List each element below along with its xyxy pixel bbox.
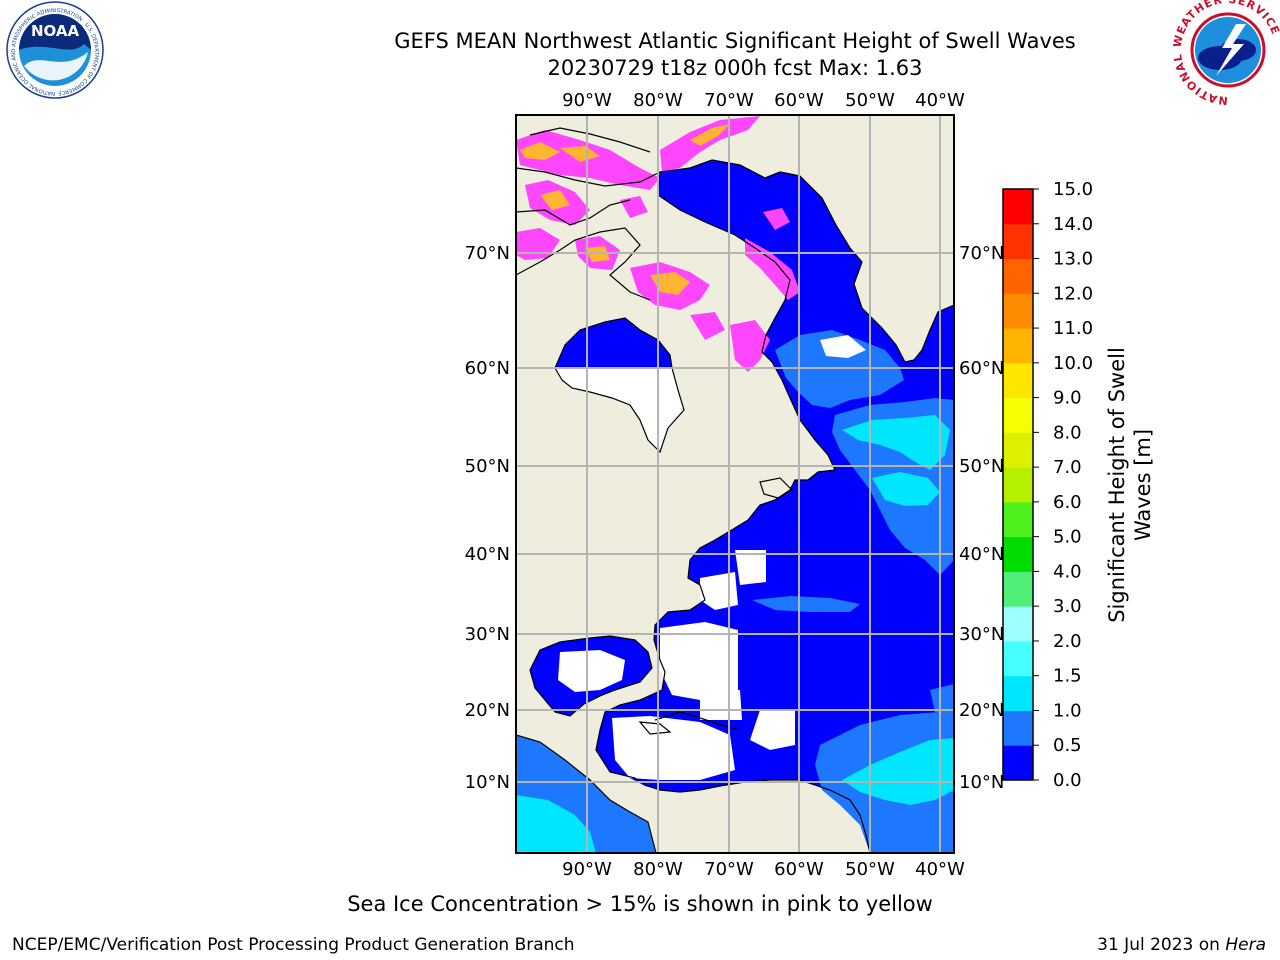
colorbar-tick-label: 0.0 — [1053, 770, 1082, 791]
colorbar-segment — [1003, 189, 1033, 225]
colorbar-segment — [1003, 328, 1033, 364]
colorbar-tick-label: 15.0 — [1053, 179, 1093, 200]
colorbar-segment — [1003, 501, 1033, 538]
title-line-2: 20230729 t18z 000h fcst Max: 1.63 — [548, 56, 923, 80]
lat-label: 30°N — [959, 624, 1004, 645]
lon-label: 40°W — [915, 90, 965, 111]
lat-label: 30°N — [465, 624, 510, 645]
colorbar-segment — [1003, 606, 1033, 642]
colorbar: 0.0 0.5 1.0 1.5 2.0 3.0 4.0 5.0 6.0 7.0 8.0 9.0 10.0… — [1002, 179, 1093, 791]
colorbar-label-line-2: Waves [m] — [1131, 429, 1155, 541]
colorbar-segment — [1003, 571, 1033, 607]
colorbar-tick-label: 9.0 — [1053, 388, 1082, 409]
colorbar-tick-label: 14.0 — [1053, 214, 1093, 235]
colorbar-tick-label: 1.5 — [1053, 666, 1082, 687]
colorbar-tick-label: 6.0 — [1053, 492, 1082, 513]
pacific-high — [516, 795, 596, 853]
lon-labels-bottom: 90°W 80°W 70°W 60°W 50°W 40°W — [562, 859, 965, 880]
lat-labels-left: 70°N 60°N 50°N 40°N 30°N 20°N 10°N — [465, 243, 510, 793]
colorbar-tick-label: 2.0 — [1053, 631, 1082, 652]
lat-label: 40°N — [465, 544, 510, 565]
noaa-logo-text: NOAA — [31, 22, 80, 40]
colorbar-tick-label: 13.0 — [1053, 249, 1093, 270]
map-frame — [515, 114, 955, 854]
lat-label: 50°N — [465, 456, 510, 477]
colorbar-tick-label: 0.5 — [1053, 735, 1082, 756]
colorbar-segment — [1003, 675, 1033, 711]
colorbar-label-line-1: Significant Height of Swell — [1105, 347, 1129, 623]
lon-label: 60°W — [774, 859, 824, 880]
lon-labels-top: 90°W 80°W 70°W 60°W 50°W 40°W — [562, 90, 965, 111]
colorbar-frame — [1002, 188, 1034, 781]
lon-label: 70°W — [704, 90, 754, 111]
lon-label: 90°W — [562, 90, 612, 111]
lat-label: 10°N — [465, 772, 510, 793]
lon-label: 70°W — [704, 859, 754, 880]
colorbar-segment — [1003, 432, 1033, 468]
noaa-logo: NOAA NATIONAL OCEANIC AND ATMOSPHERIC AD… — [6, 1, 104, 99]
lat-label: 60°N — [465, 358, 510, 379]
map-area — [516, 115, 954, 853]
colorbar-tick-label: 3.0 — [1053, 596, 1082, 617]
nodata-areas — [558, 335, 866, 780]
colorbar-segment — [1003, 223, 1033, 260]
footer-right: 31 Jul 2023 on Hera — [1097, 935, 1266, 955]
colorbar-tick-label: 8.0 — [1053, 422, 1082, 443]
colorbar-segment — [1003, 362, 1033, 399]
colorbar-tick-label: 7.0 — [1053, 457, 1082, 478]
footer-left: NCEP/EMC/Verification Post Processing Pr… — [12, 935, 575, 955]
colorbar-tick-label: 4.0 — [1053, 561, 1082, 582]
lon-label: 40°W — [915, 859, 965, 880]
graticule — [516, 115, 954, 853]
footer-date: 31 Jul 2023 on — [1097, 935, 1225, 955]
colorbar-segment — [1003, 745, 1033, 781]
lon-label: 60°W — [774, 90, 824, 111]
colorbar-segment — [1003, 640, 1033, 677]
lon-label: 50°W — [845, 859, 895, 880]
lat-labels-right: 70°N 60°N 50°N 40°N 30°N 20°N 10°N — [959, 243, 1004, 793]
colorbar-segment — [1003, 710, 1033, 746]
colorbar-segment — [1003, 536, 1033, 572]
colorbar-tick-label: 11.0 — [1053, 318, 1093, 339]
colorbar-segment — [1003, 467, 1033, 503]
ice-note: Sea Ice Concentration > 15% is shown in … — [347, 892, 933, 916]
nws-logo: NATIONAL WEATHER SERVICE — [1171, 0, 1280, 107]
colorbar-tick-label: 12.0 — [1053, 283, 1093, 304]
coastlines — [516, 127, 954, 853]
lat-label: 50°N — [959, 456, 1004, 477]
colorbar-segment — [1003, 397, 1033, 433]
lat-label: 70°N — [959, 243, 1004, 264]
colorbar-tick-label: 1.0 — [1053, 700, 1082, 721]
lat-label: 10°N — [959, 772, 1004, 793]
lat-label: 20°N — [465, 700, 510, 721]
colorbar-segment — [1003, 258, 1033, 294]
lon-label: 80°W — [633, 90, 683, 111]
lon-label: 80°W — [633, 859, 683, 880]
lat-label: 20°N — [959, 700, 1004, 721]
colorbar-tick-label: 5.0 — [1053, 527, 1082, 548]
hudson-bay — [555, 318, 672, 368]
colorbar-tick-label: 10.0 — [1053, 353, 1093, 374]
footer-host: Hera — [1225, 935, 1266, 955]
lon-label: 50°W — [845, 90, 895, 111]
title-line-1: GEFS MEAN Northwest Atlantic Significant… — [394, 29, 1075, 53]
lat-label: 40°N — [959, 544, 1004, 565]
lat-label: 60°N — [959, 358, 1004, 379]
lon-label: 90°W — [562, 859, 612, 880]
lat-label: 70°N — [465, 243, 510, 264]
colorbar-segment — [1003, 293, 1033, 329]
